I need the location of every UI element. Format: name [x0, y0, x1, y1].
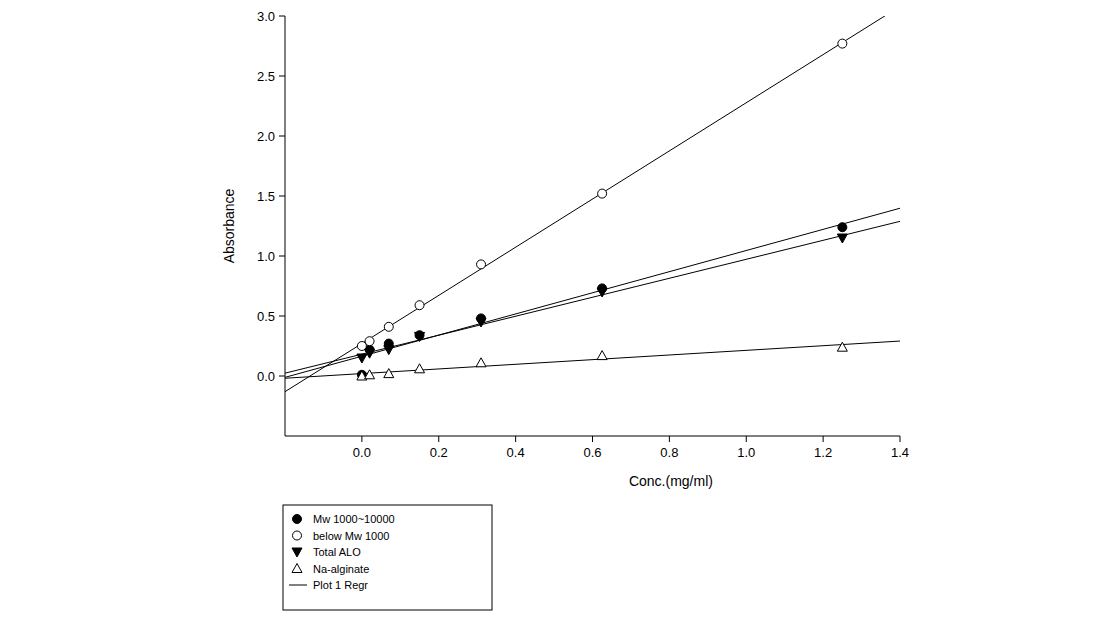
x-tick	[592, 436, 593, 442]
x-tick-label: 0.6	[583, 445, 601, 460]
x-tick	[669, 436, 670, 442]
legend-label: Total ALO	[313, 546, 361, 558]
point	[838, 39, 847, 48]
y-tick	[279, 256, 285, 257]
x-tick-label: 0.2	[430, 445, 448, 460]
x-tick-label: 1.4	[891, 445, 909, 460]
regression-line	[285, 208, 900, 377]
legend-marker	[293, 515, 302, 524]
point	[384, 369, 394, 378]
point	[415, 332, 425, 341]
legend-line	[289, 585, 307, 586]
x-tick-label: 0.4	[507, 445, 525, 460]
legend-label: Plot 1 Regr	[313, 579, 368, 591]
point	[837, 342, 847, 351]
x-tick-label: 0.8	[660, 445, 678, 460]
legend-marker	[293, 531, 302, 540]
legend-marker	[292, 548, 302, 557]
x-tick	[900, 436, 901, 442]
legend-label: below Mw 1000	[313, 530, 389, 542]
legend-box	[283, 505, 492, 610]
point	[365, 349, 375, 358]
x-tick-label: 1.2	[814, 445, 832, 460]
point	[415, 301, 424, 310]
y-axis-label: Absorbance	[221, 188, 237, 263]
point	[597, 351, 607, 360]
point	[365, 337, 374, 346]
point	[838, 223, 847, 232]
x-axis-label: Conc.(mg/ml)	[629, 473, 713, 489]
x-tick	[746, 436, 747, 442]
point	[415, 364, 425, 373]
regression-line	[285, 341, 900, 378]
y-tick	[279, 196, 285, 197]
regression-line	[285, 16, 900, 392]
point	[477, 260, 486, 269]
point	[476, 358, 486, 367]
x-tick-label: 1.0	[737, 445, 755, 460]
point	[365, 370, 375, 379]
point	[384, 322, 393, 331]
x-tick	[515, 436, 516, 442]
y-tick	[279, 376, 285, 377]
point	[598, 189, 607, 198]
y-tick-label: 1.5	[257, 189, 275, 204]
point	[384, 346, 394, 355]
point	[357, 354, 367, 363]
chart: 0.0 0.2 0.4 0.6 0.8 1.0 1.2 1.4 0.0 0.5 1.0 1.5 2.0 2…	[0, 0, 1098, 633]
y-tick-label: 3.0	[257, 9, 275, 24]
point	[476, 318, 486, 327]
plot-area	[285, 16, 900, 392]
legend: Mw 1000~10000 below Mw 1000 Total ALO Na-al…	[283, 505, 492, 610]
y-tick-label: 0.0	[257, 369, 275, 384]
x-tick	[823, 436, 824, 442]
x-tick	[361, 436, 362, 442]
legend-label: Mw 1000~10000	[313, 513, 395, 525]
x-tick	[438, 436, 439, 442]
legend-label: Na-alginate	[313, 563, 369, 575]
y-tick-label: 0.5	[257, 309, 275, 324]
point	[837, 234, 847, 243]
y-tick-label: 2.5	[257, 69, 275, 84]
y-tick	[279, 316, 285, 317]
x-tick-label: 0.0	[353, 445, 371, 460]
y-tick	[279, 136, 285, 137]
y-tick	[279, 16, 285, 17]
regression-line	[285, 221, 900, 373]
y-tick-label: 1.0	[257, 249, 275, 264]
point	[597, 288, 607, 297]
legend-marker	[292, 564, 302, 573]
y-tick-label: 2.0	[257, 129, 275, 144]
y-tick	[279, 76, 285, 77]
